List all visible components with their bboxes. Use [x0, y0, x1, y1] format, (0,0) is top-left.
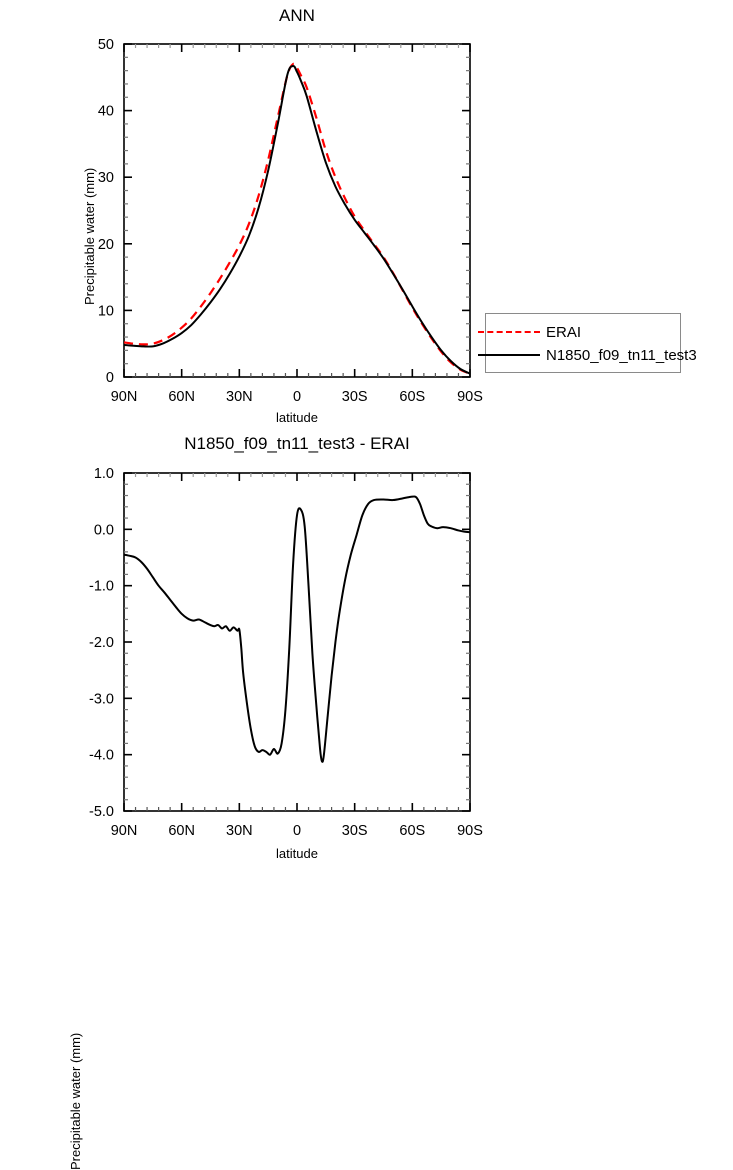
- legend-swatch-erai: [478, 331, 540, 333]
- y-tick-label: -1.0: [89, 579, 114, 595]
- chart-title-top: ANN: [279, 6, 315, 25]
- legend-entry-model[interactable]: N1850_f09_tn11_test3: [478, 344, 697, 366]
- series-line: [124, 62, 470, 375]
- legend-label-model: N1850_f09_tn11_test3: [546, 346, 697, 364]
- y-tick-label: 0: [106, 370, 114, 386]
- x-tick-label: 60S: [399, 823, 425, 839]
- x-tick-label: 0: [293, 389, 301, 405]
- y-tick-label: -2.0: [89, 635, 114, 651]
- y-tick-label: 0.0: [94, 522, 114, 538]
- legend-entry-erai[interactable]: ERAI: [478, 321, 581, 343]
- x-tick-label: 0: [293, 823, 301, 839]
- x-tick-label: 60S: [399, 389, 425, 405]
- x-tick-label: 30N: [226, 389, 253, 405]
- x-tick-label: 90S: [457, 389, 483, 405]
- panel-bottom: N1850_f09_tn11_test3 - ERAI Precipitable…: [0, 430, 733, 1170]
- y-tick-label: 30: [98, 170, 114, 186]
- y-tick-label: -5.0: [89, 804, 114, 820]
- x-tick-label: 30S: [342, 389, 368, 405]
- y-axis-label-bottom: Precipitable water (mm): [68, 1032, 83, 1170]
- y-tick-label: 50: [98, 37, 114, 53]
- legend: ERAI N1850_f09_tn11_test3: [478, 313, 697, 373]
- chart-title-bottom: N1850_f09_tn11_test3 - ERAI: [184, 434, 410, 453]
- plot-frame: [123, 43, 471, 378]
- x-tick-label: 90N: [111, 823, 138, 839]
- y-tick-label: 20: [98, 237, 114, 253]
- x-axis-label-bottom: latitude: [276, 846, 318, 861]
- y-tick-label: 40: [98, 104, 114, 120]
- y-tick-label: 10: [98, 303, 114, 319]
- y-tick-label: 1.0: [94, 466, 114, 482]
- x-tick-label: 30S: [342, 823, 368, 839]
- series-line: [124, 64, 470, 375]
- panel-top: ANN Precipitable water (mm) latitude 90N…: [0, 0, 733, 430]
- y-tick-label: -4.0: [89, 748, 114, 764]
- legend-swatch-model: [478, 354, 540, 356]
- x-tick-label: 90S: [457, 823, 483, 839]
- x-tick-label: 60N: [168, 823, 195, 839]
- y-tick-label: -3.0: [89, 691, 114, 707]
- x-axis-label-top: latitude: [276, 410, 318, 425]
- plot-area-bottom: 90N 60N 30N 0 30S 60S 90S 1.0 0.0 -1.0 -2.0 -3.0 -4.…: [89, 466, 483, 839]
- legend-label-erai: ERAI: [546, 323, 582, 341]
- x-tick-label: 90N: [111, 389, 138, 405]
- x-tick-label: 30N: [226, 823, 253, 839]
- plot-area-top: 90N 60N 30N 0 30S 60S 90S 0 10 20 30 40 50: [98, 37, 483, 405]
- x-tick-label: 60N: [168, 389, 195, 405]
- series-line: [124, 495, 470, 763]
